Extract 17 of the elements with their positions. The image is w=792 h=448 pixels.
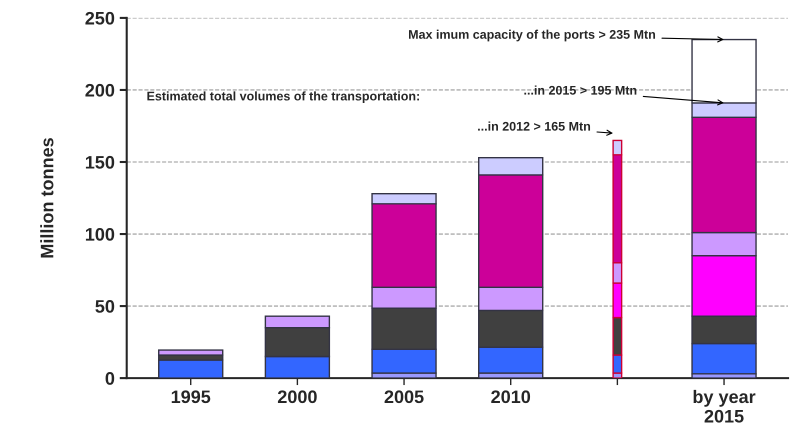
x-tick-label: 2010 <box>491 390 530 404</box>
x-tick-label: 2005 <box>384 390 424 404</box>
y-axis-title: Million tonnes <box>40 138 54 258</box>
annotation: Estimated total volumes of the transportation: <box>147 91 419 103</box>
y-tick-label: 250 <box>85 12 114 25</box>
y-tick-label: 50 <box>95 300 114 313</box>
y-tick-label: 100 <box>86 228 114 241</box>
annotation: ...in 2012 > 165 Mtn <box>478 122 590 131</box>
y-tick-label: 150 <box>86 156 114 169</box>
annotation: Max imum capacity of the ports > 235 Mtn <box>408 30 656 42</box>
x-tick-label: by year 2015 <box>694 390 756 423</box>
x-tick-label: 2000 <box>278 390 317 404</box>
bar <box>158 359 224 378</box>
y-tick-label: 200 <box>85 84 114 97</box>
x-tick-label: 1995 <box>172 390 210 404</box>
y-tick-label: 0 <box>106 372 114 385</box>
annotation: ...in 2015 > 195 Mtn <box>524 86 636 95</box>
